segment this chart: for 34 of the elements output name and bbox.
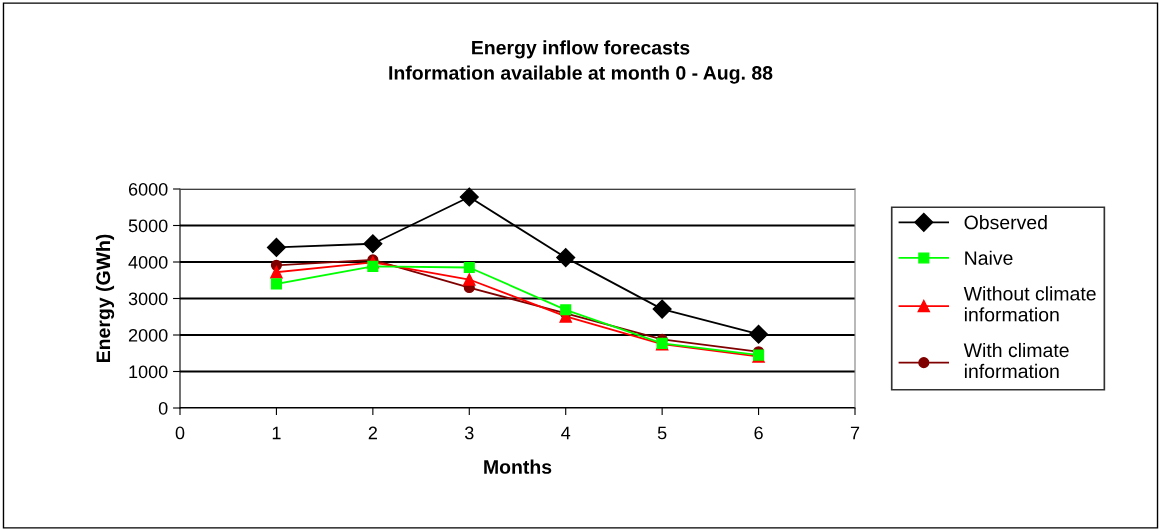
x-tick-label: 6	[754, 426, 763, 440]
point	[270, 278, 282, 290]
x-tick-label: 0	[175, 426, 185, 440]
point	[463, 261, 475, 274]
y-tick-label: 5000	[128, 219, 168, 233]
point	[560, 304, 572, 316]
point	[459, 187, 479, 207]
point	[367, 260, 379, 272]
point	[556, 248, 576, 268]
x-tick-label: 2	[368, 426, 377, 440]
y-tick-label: 1000	[129, 365, 168, 379]
x-tick-label: 3	[464, 426, 474, 440]
chart-title: Energy inflow forecasts Information available at month 0 - Aug. 88	[389, 40, 773, 84]
y-tick-label: 2000	[128, 328, 168, 342]
x-axis-title: Months	[484, 459, 552, 474]
y-tick-label: 4000	[128, 255, 168, 269]
point	[463, 273, 476, 286]
legend-label: With climate information	[963, 342, 1069, 379]
legend-label: Naive	[965, 250, 1013, 265]
x-tick-label: 7	[850, 426, 860, 440]
point	[749, 324, 769, 344]
y-tick-label: 6000	[128, 182, 168, 196]
y-axis-title: Energy (GWh)	[95, 234, 115, 363]
x-tick-label: 1	[272, 426, 281, 440]
point	[652, 299, 672, 319]
x-tick-label: 4	[561, 426, 571, 440]
x-tick-label: 5	[657, 426, 667, 440]
point	[270, 265, 283, 279]
point	[266, 237, 286, 257]
y-tick-label: 3000	[128, 292, 168, 306]
legend-label: Observed	[964, 215, 1047, 230]
legend-label: Without climate information	[963, 286, 1096, 322]
y-tick-label: 0	[158, 401, 168, 415]
point	[363, 234, 383, 254]
